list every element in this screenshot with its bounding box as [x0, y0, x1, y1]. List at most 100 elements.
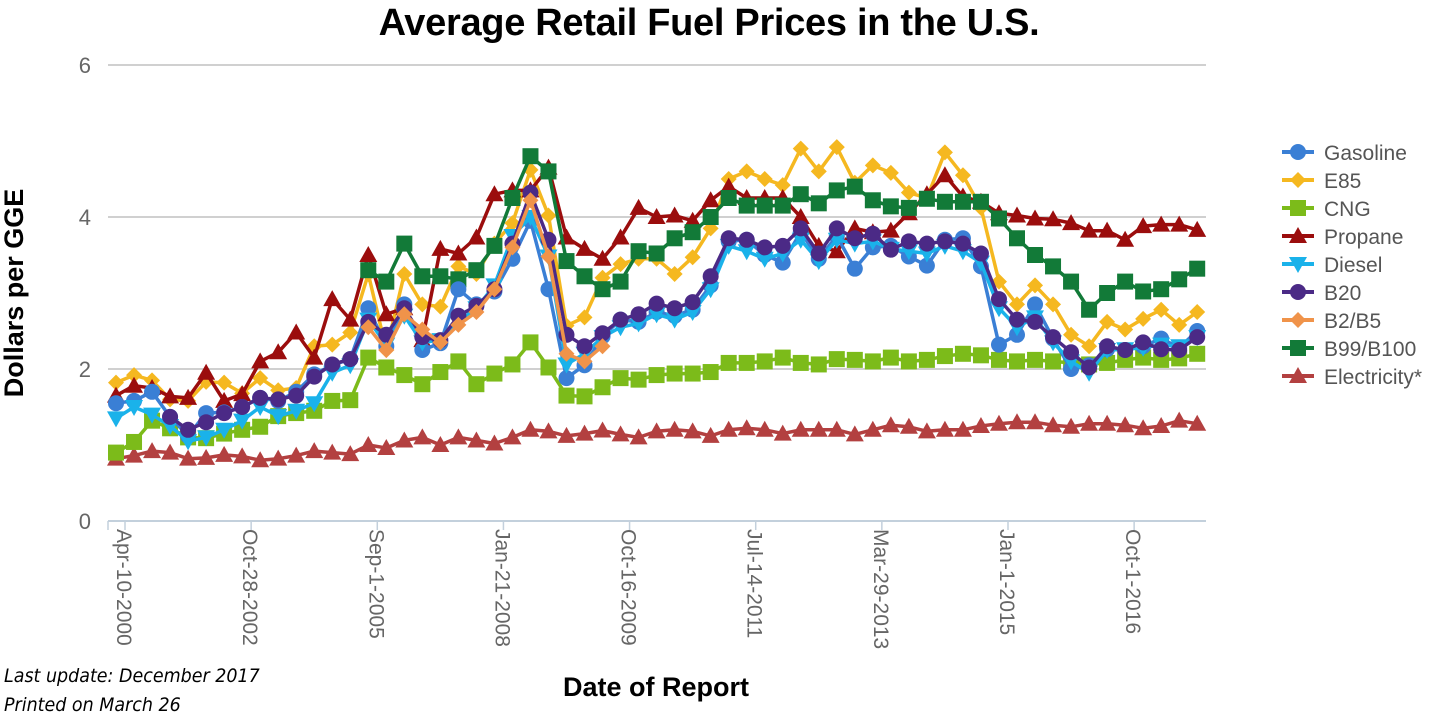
data-point-b20 — [756, 239, 773, 256]
data-point-b20 — [1171, 342, 1188, 358]
data-point-b99-b100 — [648, 245, 665, 262]
data-point-electricity — [1026, 413, 1045, 430]
x-tick-label: Jul-14-2011 — [743, 529, 766, 638]
data-point-propane — [881, 221, 900, 238]
data-point-gasoline — [144, 383, 161, 400]
data-point-electricity — [1152, 417, 1171, 433]
data-point-propane — [161, 387, 180, 404]
data-point-e85 — [324, 336, 341, 353]
data-point-cng — [234, 421, 251, 438]
legend-item-e85[interactable]: E85 — [1282, 170, 1361, 193]
data-point-propane — [341, 310, 360, 327]
legend-marker-square-icon — [1290, 340, 1306, 356]
data-point-electricity — [1134, 419, 1153, 436]
data-point-propane — [1152, 215, 1171, 232]
data-point-propane — [323, 290, 342, 307]
data-point-cng — [810, 356, 827, 373]
legend-marker-triangle-up-icon — [1289, 367, 1307, 383]
y-axis-ticks: 0 2 4 6 — [79, 53, 91, 534]
legend-item-propane[interactable]: Propane — [1282, 226, 1403, 249]
data-point-b20 — [216, 405, 233, 422]
series-b20 — [162, 184, 1206, 438]
data-point-b20 — [990, 291, 1007, 308]
data-point-propane — [1098, 221, 1117, 238]
data-point-e85 — [1063, 326, 1080, 343]
data-point-b99-b100 — [1153, 281, 1170, 298]
data-point-cng — [324, 392, 341, 409]
data-point-electricity — [557, 426, 576, 443]
data-point-cng — [630, 371, 647, 388]
data-point-gasoline — [846, 260, 863, 277]
data-point-b20 — [1009, 311, 1025, 328]
data-point-diesel — [917, 246, 936, 263]
legend-item-diesel[interactable]: Diesel — [1282, 254, 1382, 277]
data-point-propane — [647, 208, 666, 224]
data-point-b20 — [288, 387, 305, 404]
data-point-b20 — [162, 408, 179, 425]
data-point-diesel — [125, 400, 144, 416]
data-point-propane — [701, 191, 720, 208]
data-point-electricity — [971, 417, 990, 433]
legend-label: Diesel — [1324, 254, 1382, 277]
x-axis: Apr-10-2000 Oct-28-2002 Sep-1-2005 Jan-21-2… — [107, 520, 1206, 649]
data-point-b2-b5 — [378, 342, 395, 358]
data-point-b20 — [738, 231, 755, 248]
data-point-b20 — [270, 391, 287, 408]
data-point-e85 — [126, 367, 143, 384]
data-point-diesel — [107, 411, 125, 428]
data-point-e85 — [1189, 304, 1206, 320]
data-point-propane — [1044, 210, 1063, 227]
legend-item-b2-b5[interactable]: B2/B5 — [1282, 310, 1381, 333]
data-point-cng — [972, 347, 989, 364]
data-point-e85 — [684, 249, 701, 266]
data-point-b20 — [936, 233, 953, 250]
data-point-electricity — [521, 420, 540, 437]
data-point-electricity — [233, 447, 252, 464]
legend-label: Propane — [1324, 226, 1403, 249]
data-point-b99-b100 — [990, 210, 1007, 227]
data-point-propane — [575, 239, 594, 256]
legend-item-b99-b100[interactable]: B99/B100 — [1282, 338, 1416, 361]
legend-item-b20[interactable]: B20 — [1282, 282, 1361, 305]
data-point-electricity — [881, 416, 900, 433]
data-point-b99-b100 — [1135, 283, 1152, 300]
data-point-b20 — [1099, 338, 1116, 355]
data-point-b99-b100 — [432, 268, 449, 285]
data-point-gasoline — [918, 257, 935, 274]
data-point-propane — [1188, 220, 1207, 237]
legend-item-cng[interactable]: CNG — [1282, 198, 1371, 221]
data-point-cng — [1045, 353, 1062, 370]
data-point-electricity — [917, 422, 936, 439]
data-point-diesel — [143, 407, 162, 424]
data-point-cng — [252, 418, 269, 435]
data-point-cng — [954, 345, 971, 362]
data-point-cng — [1135, 349, 1152, 366]
legend-label: Electricity* — [1324, 366, 1422, 389]
data-point-cng — [792, 354, 809, 371]
data-point-cng — [828, 351, 845, 368]
data-point-cng — [918, 351, 935, 368]
series-electricity — [107, 411, 1207, 468]
data-point-b99-b100 — [756, 197, 773, 214]
data-point-electricity — [683, 422, 702, 439]
data-point-electricity — [1062, 417, 1081, 434]
data-point-cng — [882, 349, 899, 366]
data-point-electricity — [1044, 416, 1063, 433]
data-point-diesel — [269, 409, 288, 426]
data-point-e85 — [828, 139, 845, 156]
data-point-e85 — [1171, 316, 1188, 333]
data-point-propane — [251, 352, 270, 369]
legend-label: B2/B5 — [1324, 310, 1381, 333]
data-point-e85 — [612, 256, 629, 273]
data-point-cng — [486, 365, 503, 382]
data-point-diesel — [233, 413, 252, 430]
legend-item-gasoline[interactable]: Gasoline — [1282, 142, 1407, 165]
data-point-electricity — [899, 417, 918, 434]
data-point-cng — [774, 349, 791, 366]
data-point-gasoline — [774, 254, 791, 271]
data-point-electricity — [251, 451, 270, 468]
data-point-b20 — [828, 220, 845, 237]
data-point-b20 — [702, 268, 719, 285]
data-point-e85 — [882, 164, 899, 181]
legend-item-electricity[interactable]: Electricity* — [1282, 366, 1422, 389]
